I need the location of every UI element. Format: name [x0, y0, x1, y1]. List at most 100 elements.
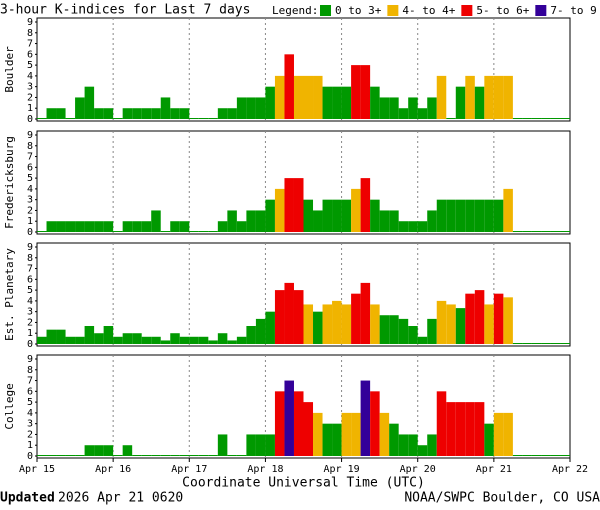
bar	[113, 455, 123, 456]
y-tick-label: 2	[27, 429, 33, 440]
bar	[351, 293, 361, 344]
y-tick-label: 5	[27, 285, 33, 296]
bar	[370, 304, 380, 344]
bar	[179, 455, 190, 456]
bar	[141, 221, 152, 232]
bar	[455, 199, 466, 232]
legend-swatch	[461, 5, 473, 16]
legend-swatch	[387, 5, 399, 16]
bar	[550, 118, 561, 119]
bar	[46, 221, 57, 232]
bar	[389, 210, 399, 232]
bar	[484, 75, 494, 119]
bar	[84, 445, 95, 456]
bar	[484, 304, 494, 344]
bar	[103, 445, 114, 456]
bar	[560, 455, 570, 456]
bar	[246, 434, 256, 456]
bar	[474, 290, 485, 344]
bar	[512, 343, 523, 344]
bar	[360, 178, 371, 232]
bar	[398, 221, 409, 232]
bar	[446, 199, 456, 232]
bar	[56, 455, 66, 456]
bar	[417, 336, 428, 344]
bar	[246, 97, 256, 119]
bar	[179, 221, 190, 232]
bar	[417, 445, 428, 456]
y-tick-label: 8	[27, 365, 33, 376]
bar	[531, 343, 542, 344]
panel-frame	[36, 17, 571, 122]
bar	[46, 455, 57, 456]
bar	[179, 336, 190, 344]
bar	[113, 336, 123, 344]
bar	[389, 97, 399, 119]
bar	[550, 343, 561, 344]
panel-frame	[36, 242, 571, 347]
bar	[503, 412, 513, 456]
bar	[236, 97, 247, 119]
bar	[512, 118, 523, 119]
bar	[322, 304, 333, 344]
bar	[56, 221, 66, 232]
y-tick-label: 4	[27, 296, 33, 307]
bar	[293, 178, 304, 232]
legend-entry: 5- to 6+	[476, 4, 529, 17]
bar	[236, 336, 247, 344]
bar	[293, 290, 304, 344]
legend-entry: 7- to 9	[550, 4, 596, 17]
bar	[474, 402, 485, 456]
bar	[398, 434, 409, 456]
bar	[246, 210, 256, 232]
bar	[493, 293, 504, 344]
bar	[465, 75, 475, 119]
bar	[541, 231, 551, 232]
bar	[265, 86, 275, 119]
bar	[151, 336, 161, 344]
bar	[141, 455, 152, 456]
panel-label: Boulder	[3, 46, 16, 93]
y-tick-label: 1	[27, 328, 33, 339]
bar	[360, 380, 371, 456]
y-tick-label: 0	[27, 339, 33, 350]
bar	[427, 434, 437, 456]
bar	[37, 118, 47, 119]
updated-label: Updated	[0, 491, 55, 506]
y-tick-label: 9	[27, 354, 33, 365]
bar	[293, 391, 304, 456]
bar	[360, 65, 371, 119]
bar	[151, 455, 161, 456]
bar	[313, 210, 323, 232]
y-tick-label: 3	[27, 195, 33, 206]
bar	[370, 391, 380, 456]
bar	[217, 333, 228, 344]
bar	[303, 304, 314, 344]
bar	[389, 423, 399, 456]
bar	[65, 221, 76, 232]
bar	[455, 402, 466, 456]
bar	[313, 311, 323, 344]
bar	[303, 402, 314, 456]
panel-frame	[36, 130, 571, 235]
bar	[84, 326, 95, 344]
updated-time: 2026 Apr 21 0620	[58, 491, 183, 506]
bar	[313, 75, 323, 119]
bar	[560, 231, 570, 232]
y-tick-label: 6	[27, 386, 33, 397]
bar	[170, 455, 180, 456]
bar	[332, 423, 342, 456]
panel-label: Fredericksburg	[3, 136, 16, 229]
bar	[398, 318, 409, 344]
bar	[493, 412, 504, 456]
bar	[465, 402, 475, 456]
bar	[132, 333, 142, 344]
bar	[170, 333, 180, 344]
bar	[217, 221, 228, 232]
bar	[474, 86, 485, 119]
bar	[255, 318, 266, 344]
bar	[503, 188, 513, 232]
bar	[274, 188, 285, 232]
bar	[46, 108, 57, 119]
bar	[455, 86, 466, 119]
